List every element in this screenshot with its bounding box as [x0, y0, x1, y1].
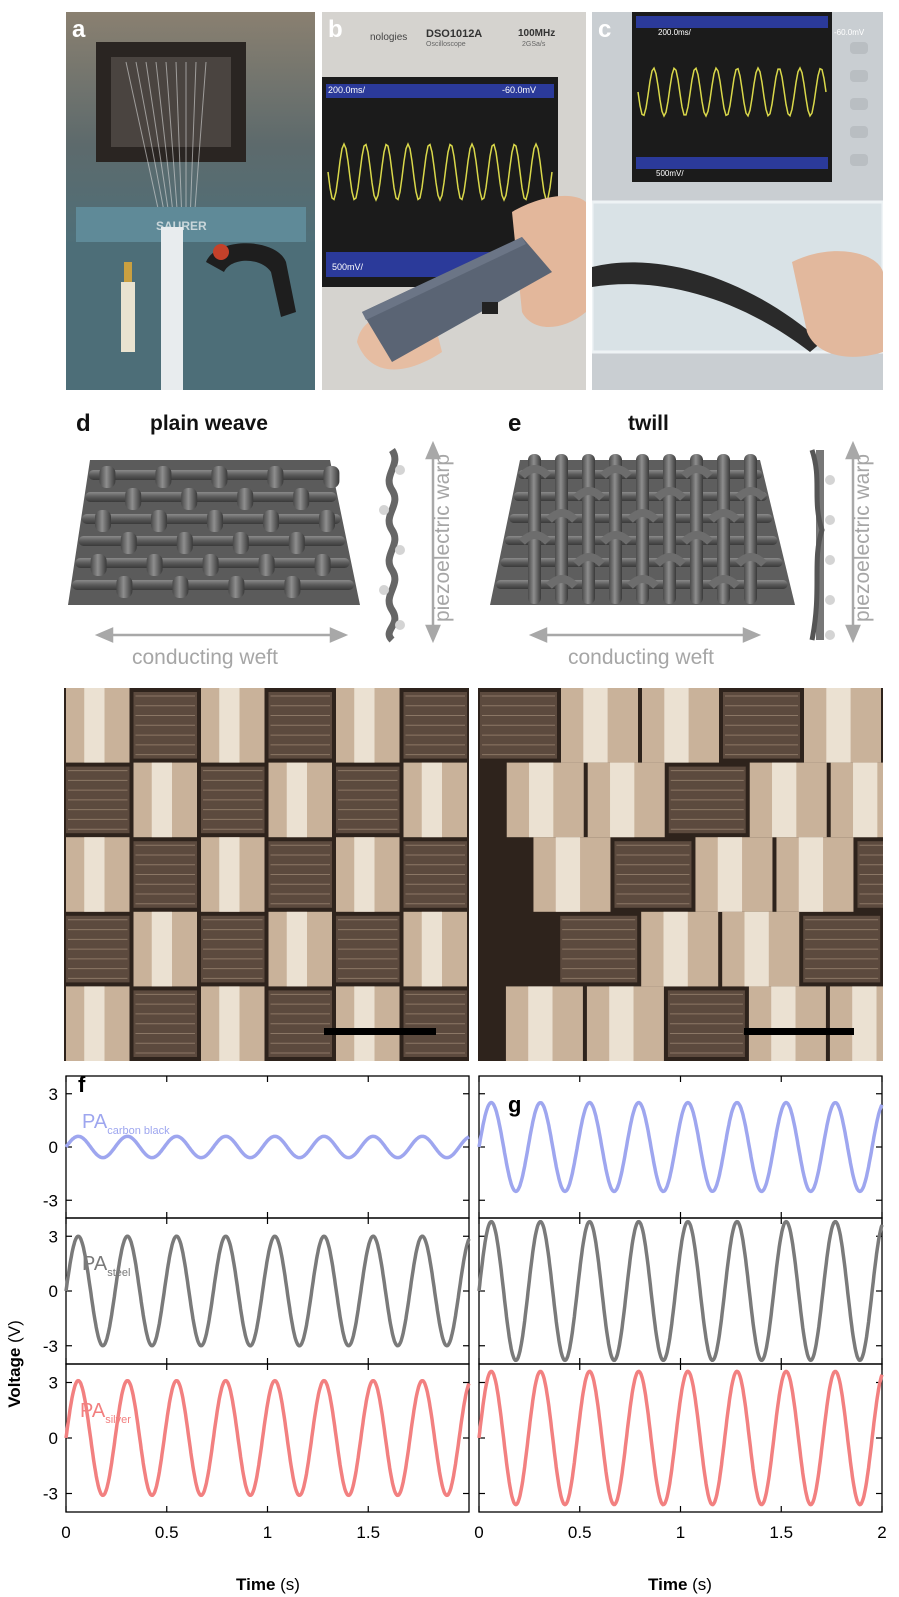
loom-illustration: SAURER	[66, 42, 315, 390]
x-tick-label-f: 0.5	[155, 1523, 179, 1542]
panel-label-f: f	[78, 1072, 86, 1097]
twill-title: twill	[628, 412, 669, 435]
panel-label-a: a	[72, 16, 86, 43]
y-tick-label: -3	[43, 1485, 58, 1504]
series-line-g-2	[477, 1369, 884, 1507]
scope-c-trigger: -60.0mV	[834, 28, 865, 37]
scope-b-bandwidth: 100MHz	[518, 28, 556, 39]
series-label-2: PAsilver	[80, 1400, 131, 1426]
twill-side-profile	[809, 449, 835, 641]
weft-arrow-d	[94, 627, 349, 643]
plain-weave-diagram	[68, 460, 360, 605]
y-tick-label: 0	[49, 1138, 58, 1157]
x-axis-label-f: Time (s)	[236, 1575, 300, 1594]
series-label-0: PAcarbon black	[82, 1111, 170, 1137]
y-axis-label: Voltage (V)	[5, 1320, 24, 1408]
weft-label-d: conducting weft	[132, 646, 278, 669]
micrograph-twill	[478, 688, 883, 1061]
plot-g: 0 0.5 1 1.5 2	[474, 1075, 887, 1542]
x-tick-label-g: 1.5	[769, 1523, 793, 1542]
panel-label-g: g	[508, 1092, 521, 1117]
scale-bar-plain	[324, 1028, 436, 1035]
warp-arrow-e	[845, 440, 861, 644]
oscilloscope-b-illustration	[322, 12, 586, 390]
x-axis-label-g: Time (s)	[648, 1575, 712, 1594]
panel-label-d: d	[76, 410, 91, 437]
scope-b-timebase: 200.0ms/	[328, 85, 366, 95]
twill-diagram	[490, 454, 795, 605]
photo-panel-a: SAURER a	[66, 12, 315, 390]
photo-panel-c: 200.0ms/ -60.0mV 500mV/ c	[592, 12, 883, 390]
scope-b-voltscale: 500mV/	[332, 262, 364, 272]
weft-arrow-e	[528, 627, 762, 643]
x-tick-label-f: 1	[263, 1523, 272, 1542]
x-tick-label-g: 0.5	[568, 1523, 592, 1542]
plain-weave-title: plain weave	[150, 412, 268, 435]
y-tick-label: -3	[43, 1337, 58, 1356]
scope-b-sub: Oscilloscope	[426, 41, 466, 48]
y-tick-label: 3	[49, 1374, 58, 1393]
x-tick-label-g: 2	[877, 1523, 886, 1542]
scale-bar-twill	[744, 1028, 854, 1035]
x-tick-label-g: 1	[676, 1523, 685, 1542]
photo-panel-b: nologies DSO1012A Oscilloscope 100MHz 2G…	[322, 12, 586, 390]
x-tick-label-f: 1.5	[356, 1523, 380, 1542]
scope-c-timebase: 200.0ms/	[658, 28, 691, 37]
series-line-g-0	[477, 1100, 884, 1194]
y-tick-label: 3	[49, 1085, 58, 1104]
panel-label-c: c	[598, 16, 612, 43]
warp-label-d: piezoelectric warp	[431, 453, 454, 623]
x-tick-label-g: 0	[474, 1523, 483, 1542]
scope-b-rate: 2GSa/s	[522, 41, 546, 48]
oscilloscope-c-illustration	[592, 12, 883, 390]
warp-label-e: piezoelectric warp	[851, 453, 874, 623]
y-tick-label: 3	[49, 1227, 58, 1246]
scope-b-trigger: -60.0mV	[502, 85, 537, 95]
series-line-g-1	[477, 1219, 884, 1363]
y-tick-label: 0	[49, 1429, 58, 1448]
panel-label-e: e	[508, 410, 522, 437]
scope-b-model: DSO1012A	[426, 28, 483, 40]
scope-b-brand: nologies	[370, 32, 408, 43]
x-tick-label-f: 0	[61, 1523, 70, 1542]
scope-c-voltscale: 500mV/	[656, 169, 684, 178]
series-line-f-2	[64, 1378, 471, 1498]
weave-diagrams	[68, 440, 861, 644]
weft-label-e: conducting weft	[568, 646, 714, 669]
plain-weave-side-profile	[379, 448, 405, 643]
y-tick-label: 0	[49, 1282, 58, 1301]
series-line-f-0	[64, 1134, 470, 1160]
micrograph-plain-weave	[64, 688, 469, 1061]
series-label-1: PAsteel	[82, 1253, 130, 1279]
y-tick-label: -3	[43, 1191, 58, 1210]
panel-label-b: b	[328, 16, 343, 43]
warp-arrow-d	[425, 440, 441, 644]
series-line-f-1	[64, 1234, 471, 1348]
